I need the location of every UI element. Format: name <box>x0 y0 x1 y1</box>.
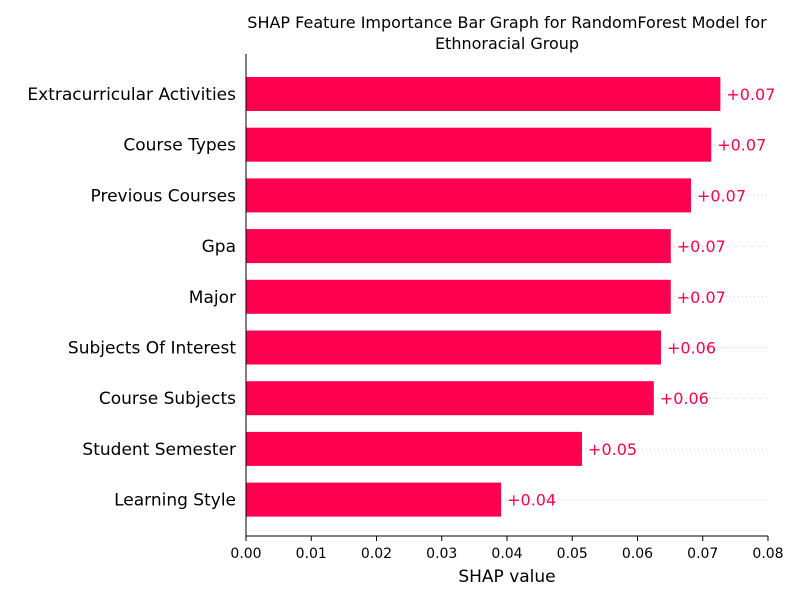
bar <box>246 229 671 264</box>
x-tick-label: 0.03 <box>426 546 457 562</box>
bar <box>246 77 721 111</box>
x-tick-label: 0.02 <box>361 546 392 562</box>
category-label: Course Subjects <box>99 389 236 409</box>
category-label: Subjects Of Interest <box>68 339 236 359</box>
x-tick-label: 0.07 <box>687 546 718 562</box>
category-label: Previous Courses <box>91 186 237 206</box>
value-label: +0.07 <box>697 186 746 205</box>
x-tick-label: 0.00 <box>230 546 261 562</box>
value-labels: +0.07 +0.07 +0.07 +0.07 +0.07 +0.06 +0.06 +0.05… <box>507 85 775 510</box>
bar <box>246 127 712 162</box>
category-label: Course Types <box>123 136 236 156</box>
x-axis-title: SHAP value <box>458 567 555 587</box>
category-label: Extracurricular Activities <box>27 85 236 105</box>
value-label: +0.07 <box>677 237 726 256</box>
category-labels: Extracurricular Activities Course Types Pr… <box>27 85 236 511</box>
category-label: Student Semester <box>82 440 236 460</box>
bar <box>246 178 692 213</box>
value-label: +0.04 <box>507 491 556 510</box>
category-label: Gpa <box>202 237 236 257</box>
chart-title-line-2: Ethnoracial Group <box>435 34 579 53</box>
value-label: +0.07 <box>677 288 726 307</box>
x-axis-ticks: 0.00 0.01 0.02 0.03 0.04 0.05 0.06 0.07 0.08 <box>230 536 784 562</box>
value-label: +0.07 <box>717 136 766 155</box>
chart-title-line-1: SHAP Feature Importance Bar Graph for Ra… <box>247 13 767 32</box>
bar <box>246 279 671 314</box>
value-label: +0.06 <box>660 389 709 408</box>
category-label: Learning Style <box>114 491 236 511</box>
value-label: +0.07 <box>726 85 775 104</box>
bar <box>246 431 583 466</box>
category-label: Major <box>189 288 236 308</box>
value-label: +0.06 <box>667 339 716 358</box>
value-label: +0.05 <box>588 440 637 459</box>
x-tick-label: 0.01 <box>296 546 327 562</box>
x-tick-label: 0.06 <box>622 546 653 562</box>
bar <box>246 381 654 416</box>
bar <box>246 330 661 365</box>
bar <box>246 482 502 517</box>
x-tick-label: 0.05 <box>557 546 588 562</box>
bars-group <box>246 77 721 517</box>
x-tick-label: 0.08 <box>752 546 783 562</box>
x-tick-label: 0.04 <box>491 546 522 562</box>
